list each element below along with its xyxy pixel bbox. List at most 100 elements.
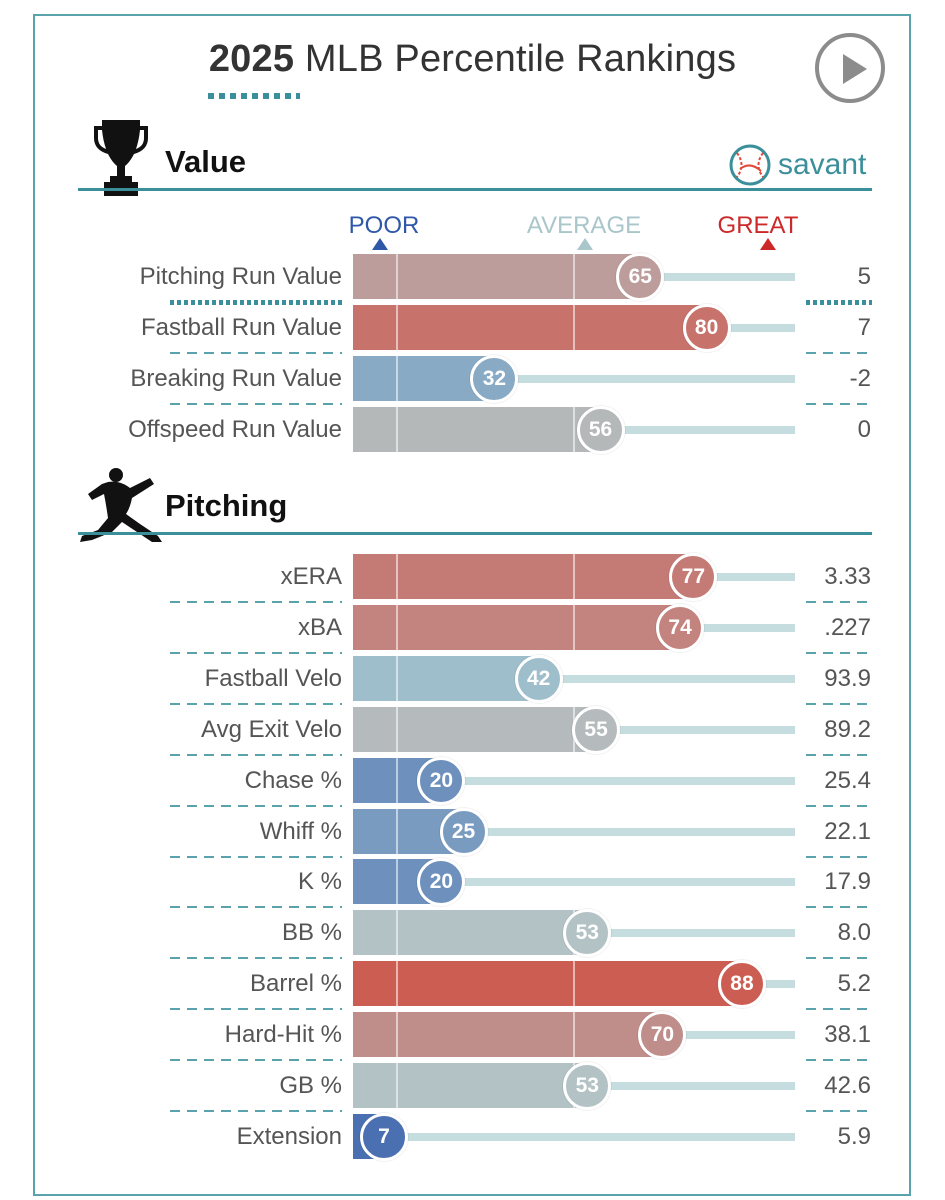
percentile-bar bbox=[353, 1063, 588, 1108]
page-title: 2025 MLB Percentile Rankings bbox=[0, 38, 945, 81]
title-text: MLB Percentile Rankings bbox=[304, 38, 737, 80]
scale-marker-poor bbox=[372, 238, 388, 250]
scale-label-poor: POOR bbox=[348, 212, 420, 239]
metric-label: Chase % bbox=[244, 766, 342, 794]
row-divider-right bbox=[806, 601, 872, 603]
percentile-bubble: 42 bbox=[514, 654, 563, 703]
row-divider-left bbox=[170, 601, 342, 603]
metric-value: 3.33 bbox=[824, 562, 871, 590]
section-rule-pitching bbox=[78, 532, 872, 535]
gridline bbox=[396, 961, 399, 1006]
metric-label: Pitching Run Value bbox=[139, 262, 342, 290]
title-underline bbox=[208, 93, 300, 99]
metric-label: Hard-Hit % bbox=[224, 1020, 342, 1048]
metric-value: 93.9 bbox=[824, 664, 871, 692]
percentile-bar bbox=[353, 910, 588, 955]
gridline bbox=[396, 707, 399, 752]
row-divider-left bbox=[170, 1008, 342, 1010]
gridline bbox=[396, 859, 399, 904]
row-divider-right bbox=[806, 703, 872, 705]
metric-label: BB % bbox=[281, 918, 342, 946]
percentile-bubble: 32 bbox=[470, 354, 519, 403]
row-divider-left bbox=[170, 856, 342, 858]
gridline bbox=[396, 656, 399, 701]
gridline bbox=[396, 910, 399, 955]
row-divider-left bbox=[170, 957, 342, 959]
row-divider-right bbox=[806, 1110, 872, 1112]
row-divider-left bbox=[170, 906, 342, 908]
metric-value: 7 bbox=[857, 313, 871, 341]
gridline bbox=[573, 407, 575, 452]
row-divider-right bbox=[806, 300, 872, 305]
percentile-bubble: 88 bbox=[717, 959, 766, 1008]
gridline bbox=[396, 605, 399, 650]
gridline bbox=[396, 305, 399, 350]
gridline bbox=[396, 407, 399, 452]
percentile-bar bbox=[353, 961, 742, 1006]
percentile-bar bbox=[353, 254, 641, 299]
percentile-bubble: 20 bbox=[417, 756, 466, 805]
metric-value: 22.1 bbox=[824, 817, 871, 845]
gridline bbox=[396, 554, 399, 599]
baseball-icon bbox=[729, 144, 771, 186]
gridline bbox=[573, 961, 575, 1006]
metric-label: Fastball Velo bbox=[204, 664, 342, 692]
row-divider-right bbox=[806, 805, 872, 807]
row-divider-left bbox=[170, 300, 342, 305]
percentile-bar bbox=[353, 407, 601, 452]
percentile-track bbox=[353, 776, 795, 785]
metric-value: 25.4 bbox=[824, 766, 871, 794]
metric-label: xBA bbox=[297, 613, 342, 641]
percentile-bubble: 56 bbox=[576, 405, 625, 454]
percentile-bar bbox=[353, 707, 597, 752]
metric-value: 8.0 bbox=[837, 918, 871, 946]
percentile-bubble: 25 bbox=[439, 807, 488, 856]
gridline bbox=[573, 554, 575, 599]
gridline bbox=[396, 1063, 399, 1108]
gridline bbox=[396, 1012, 399, 1057]
gridline bbox=[396, 254, 399, 299]
metric-value: 17.9 bbox=[824, 867, 871, 895]
percentile-bubble: 80 bbox=[682, 303, 731, 352]
play-button[interactable] bbox=[815, 33, 885, 103]
gridline bbox=[396, 758, 399, 803]
section-title-value: Value bbox=[165, 144, 246, 179]
row-divider-left bbox=[170, 703, 342, 705]
row-divider-right bbox=[806, 754, 872, 756]
card-frame bbox=[33, 14, 911, 1196]
row-divider-right bbox=[806, 957, 872, 959]
scale-label-great: GREAT bbox=[717, 212, 799, 239]
row-divider-right bbox=[806, 352, 872, 354]
percentile-bubble: 7 bbox=[359, 1112, 408, 1161]
metric-label: Fastball Run Value bbox=[141, 313, 342, 341]
row-divider-left bbox=[170, 352, 342, 354]
metric-value: 42.6 bbox=[824, 1071, 871, 1099]
row-divider-right bbox=[806, 652, 872, 654]
metric-value: 5.2 bbox=[837, 969, 871, 997]
gridline bbox=[573, 1012, 575, 1057]
metric-label: Avg Exit Velo bbox=[201, 715, 342, 743]
metric-label: K % bbox=[297, 867, 342, 895]
row-divider-left bbox=[170, 652, 342, 654]
percentile-bubble: 74 bbox=[656, 603, 705, 652]
row-divider-right bbox=[806, 1059, 872, 1061]
trophy-icon bbox=[92, 116, 150, 205]
percentile-bar bbox=[353, 605, 681, 650]
gridline bbox=[573, 305, 575, 350]
percentile-bubble: 53 bbox=[563, 908, 612, 957]
percentile-bubble: 65 bbox=[616, 252, 665, 301]
gridline bbox=[396, 356, 399, 401]
percentile-bar bbox=[353, 656, 539, 701]
percentile-bubble: 20 bbox=[417, 857, 466, 906]
percentile-track bbox=[353, 674, 795, 683]
title-year: 2025 bbox=[208, 38, 295, 80]
percentile-track bbox=[353, 827, 795, 836]
gridline bbox=[396, 809, 399, 854]
section-title-pitching: Pitching bbox=[165, 488, 288, 523]
metric-label: xERA bbox=[280, 562, 342, 590]
section-rule-value bbox=[78, 188, 872, 191]
row-divider-right bbox=[806, 1008, 872, 1010]
row-divider-left bbox=[170, 1110, 342, 1112]
scale-marker-average bbox=[577, 238, 593, 250]
metric-label: Barrel % bbox=[249, 969, 342, 997]
